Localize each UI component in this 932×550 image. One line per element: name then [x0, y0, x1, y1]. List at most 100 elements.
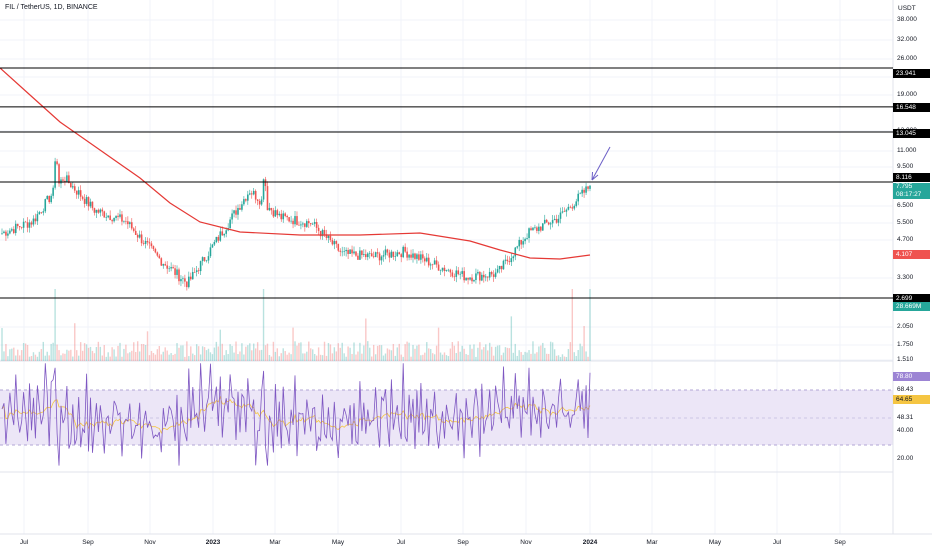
volume-bar [103, 345, 105, 361]
candle-body [534, 227, 536, 229]
candle-body [406, 251, 408, 258]
volume-bar [256, 342, 259, 361]
candle-body [439, 270, 442, 272]
volume-bar [559, 356, 562, 361]
volume-bar [337, 343, 339, 361]
candle-body [484, 276, 487, 278]
volume-bar [243, 354, 245, 361]
candle-body [498, 265, 501, 270]
volume-bar [213, 347, 216, 361]
symbol-title[interactable]: FIL / TetherUS, 1D, BINANCE [5, 4, 98, 11]
candle-body [266, 186, 269, 211]
time-tick-label: Nov [144, 539, 156, 546]
volume-bar [30, 355, 33, 361]
rsi-line [1, 363, 591, 466]
volume-bar [359, 342, 361, 361]
candle-body [453, 276, 456, 278]
candle-body [93, 208, 96, 213]
currency-label[interactable]: USDT [898, 5, 916, 12]
volume-bar [194, 355, 196, 361]
volume-bar [300, 342, 302, 361]
candle-body [500, 265, 503, 270]
candle-body [553, 218, 556, 221]
candle-body [368, 253, 371, 254]
candle-body [583, 189, 585, 193]
candle-body [154, 249, 157, 253]
candle-body [274, 210, 277, 217]
candle-body [127, 221, 129, 225]
candle-body [486, 276, 489, 278]
candle-body [221, 231, 224, 236]
candle-body [581, 189, 583, 194]
candle-body [180, 279, 182, 282]
candle-body [168, 268, 170, 270]
candles [1, 157, 591, 291]
volume-bar [443, 352, 446, 361]
candle-body [286, 215, 288, 218]
volume-bar [339, 347, 341, 361]
volume-bar [536, 352, 538, 361]
last-price-label: 7.795 08:17:27 [893, 183, 930, 199]
volume-bar [589, 289, 591, 361]
volume-bar [471, 348, 473, 361]
candle-body [449, 269, 452, 273]
volume-bar [203, 347, 206, 361]
volume-bar [97, 341, 100, 361]
volume-bar [374, 354, 377, 361]
candle-body [471, 277, 473, 282]
volume-bar [91, 350, 94, 361]
volume-bar [237, 354, 239, 361]
volume-bar [569, 342, 572, 361]
volume-bar [172, 355, 174, 361]
volume-bar [502, 352, 505, 361]
candle-body [11, 229, 13, 231]
volume-bar [288, 352, 290, 361]
candle-body [40, 212, 43, 213]
time-tick-label: Jul [396, 539, 406, 546]
volume-bar [327, 343, 330, 361]
candle-body [311, 223, 314, 225]
candle-body [388, 252, 391, 258]
candle-body [189, 276, 192, 280]
volume-bar [290, 354, 292, 361]
volume-bar [428, 348, 430, 361]
volume-bar [549, 341, 552, 361]
volume-bar [142, 344, 145, 361]
candle-body [365, 254, 367, 258]
volume-bar [449, 348, 452, 361]
volume-bar [319, 354, 322, 361]
candle-body [81, 196, 84, 199]
candle-body [547, 222, 550, 225]
volume-bar [176, 343, 178, 361]
volume-bar [164, 347, 166, 361]
candle-body [229, 219, 231, 229]
time-tick-label: Jul [19, 539, 29, 546]
volume-bar [117, 345, 119, 361]
candle-body [304, 223, 306, 227]
candle-body [272, 210, 275, 217]
volume-bar [304, 353, 306, 361]
candle-body [54, 161, 56, 188]
horizontal-levels [0, 67, 893, 299]
volume-bar [490, 346, 493, 361]
candle-body [111, 220, 113, 222]
candle-body [75, 190, 78, 195]
volume-bar [152, 352, 155, 361]
candle-body [492, 274, 495, 277]
candle-body [32, 218, 35, 225]
volume-bar [52, 342, 54, 361]
candle-body [437, 264, 440, 271]
volume-bar [298, 342, 300, 361]
candle-body [512, 256, 515, 259]
annotation-arrow-icon [591, 146, 611, 181]
volume-bar [485, 344, 487, 361]
candle-body [370, 253, 373, 257]
volume-bar [60, 355, 62, 361]
hline-price-label: 13.045 [893, 129, 930, 138]
volume-bar [231, 345, 233, 361]
price-tick-label: 9.500 [897, 163, 914, 170]
candle-body [579, 193, 581, 195]
candle-body [256, 199, 259, 201]
